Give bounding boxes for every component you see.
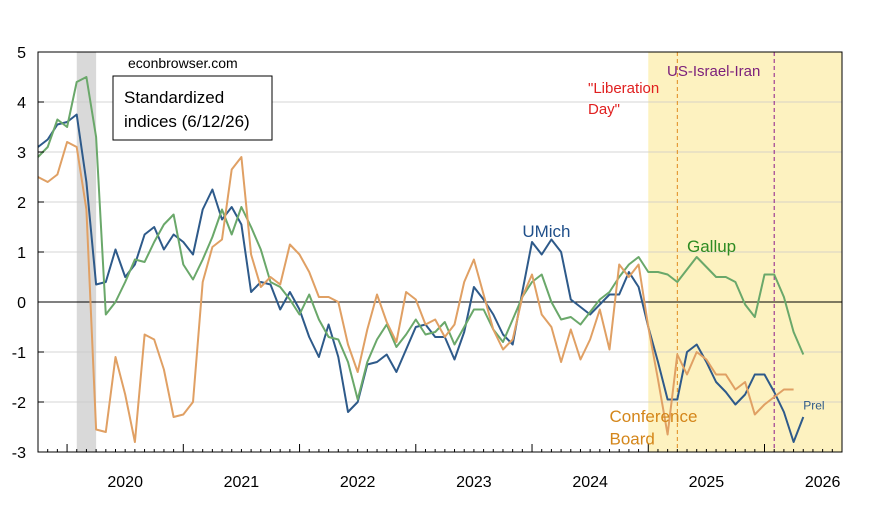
x-tick-label: 2025 <box>689 474 725 491</box>
y-tick-label: 3 <box>17 145 26 162</box>
y-tick-label: 4 <box>17 95 26 112</box>
chart-title-line2: indices (6/12/26) <box>124 112 250 131</box>
title-box <box>112 75 273 141</box>
y-tick-label: 0 <box>17 295 26 312</box>
x-tick-label: 2026 <box>805 474 841 491</box>
series-label-gallup: Gallup <box>687 237 736 256</box>
y-tick-label: 2 <box>17 195 26 212</box>
x-tick-label: 2020 <box>107 474 143 491</box>
series-label-prel: Prel <box>803 399 824 413</box>
series-lines <box>37 76 805 443</box>
source-label: econbrowser.com <box>128 55 238 71</box>
x-tick-label: 2021 <box>224 474 260 491</box>
event-label: US-Israel-Iran <box>667 63 760 80</box>
series-label-conference: Conference <box>610 407 698 426</box>
series-line-conference-board <box>37 141 794 443</box>
y-tick-label: 5 <box>17 45 26 62</box>
series-line-gallup <box>37 76 805 401</box>
x-tick-label: 2022 <box>340 474 376 491</box>
x-tick-label: 2023 <box>456 474 492 491</box>
y-tick-label: 1 <box>17 245 26 262</box>
y-tick-label: -1 <box>12 345 26 362</box>
y-tick-label: -3 <box>12 445 26 462</box>
event-label: Day" <box>588 101 620 118</box>
event-markers <box>676 52 775 452</box>
x-tick-label: 2024 <box>572 474 608 491</box>
annotations: "Liberation Day" US-Israel-Iran UMich Gallup… <box>522 63 824 449</box>
event-label: "Liberation <box>588 80 659 97</box>
chart-title-line1: Standardized <box>124 88 224 107</box>
series-label-umich: UMich <box>522 222 570 241</box>
series-label-board: Board <box>610 430 655 449</box>
axes: 5 4 3 2 1 0 -1 -2 -3 2020 2021 2022 2023 2024 2025 2026 <box>12 45 843 491</box>
gridlines <box>38 101 842 403</box>
y-tick-label: -2 <box>12 395 26 412</box>
